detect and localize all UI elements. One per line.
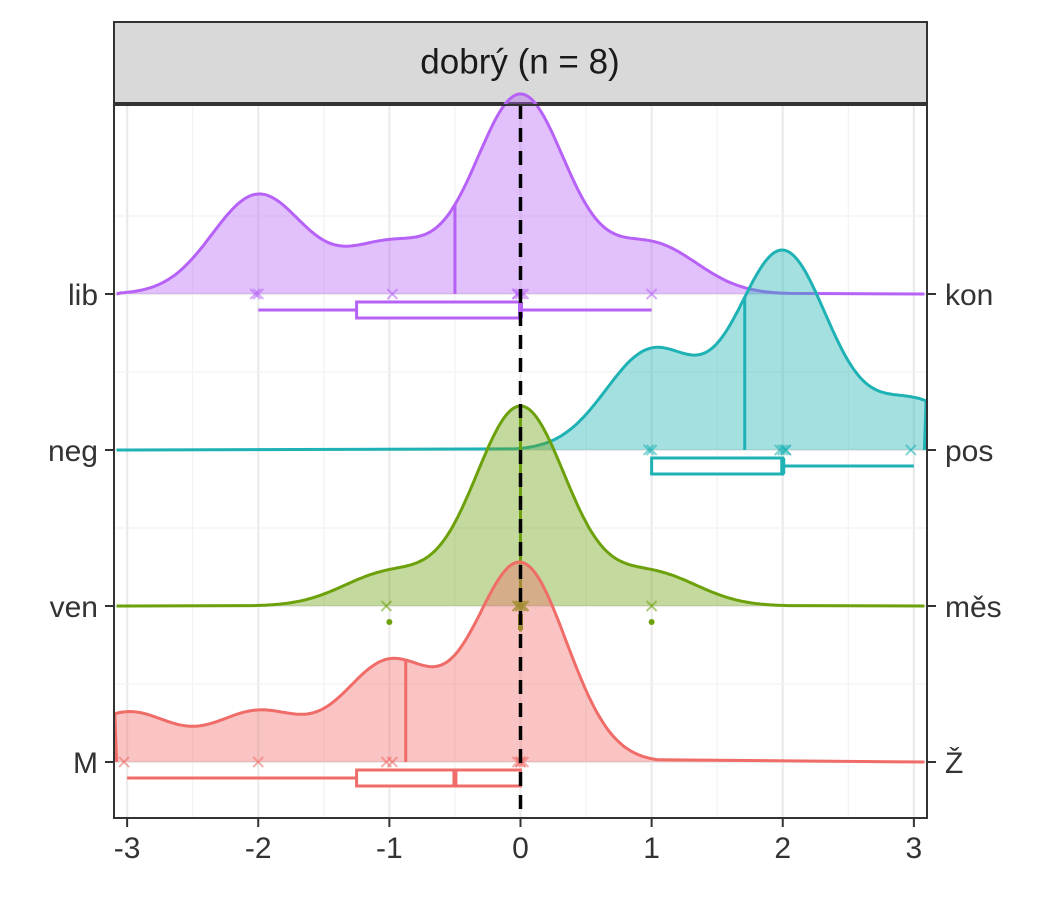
y-tick-label-left: M [73, 747, 98, 780]
y-tick-label-right: pos [945, 435, 993, 468]
outlier-point [386, 619, 392, 625]
box [357, 302, 521, 318]
outlier-point [649, 619, 655, 625]
y-tick-label-right: kon [945, 279, 993, 312]
x-tick-label: 3 [906, 832, 923, 865]
y-tick-label-left: neg [48, 435, 98, 468]
x-tick-label: -1 [376, 832, 403, 865]
y-tick-label-right: Ž [945, 747, 963, 780]
x-tick-label: 0 [512, 832, 529, 865]
strip-title: dobrý (n = 8) [420, 42, 619, 81]
box [357, 770, 521, 786]
x-tick-label: 2 [774, 832, 791, 865]
y-tick-label-left: ven [50, 591, 98, 624]
x-tick-label: -3 [114, 832, 141, 865]
x-tick-label: -2 [245, 832, 272, 865]
y-tick-label-left: lib [68, 279, 98, 312]
box [652, 458, 783, 474]
x-tick-label: 1 [643, 832, 660, 865]
y-tick-label-right: měs [945, 591, 1002, 624]
